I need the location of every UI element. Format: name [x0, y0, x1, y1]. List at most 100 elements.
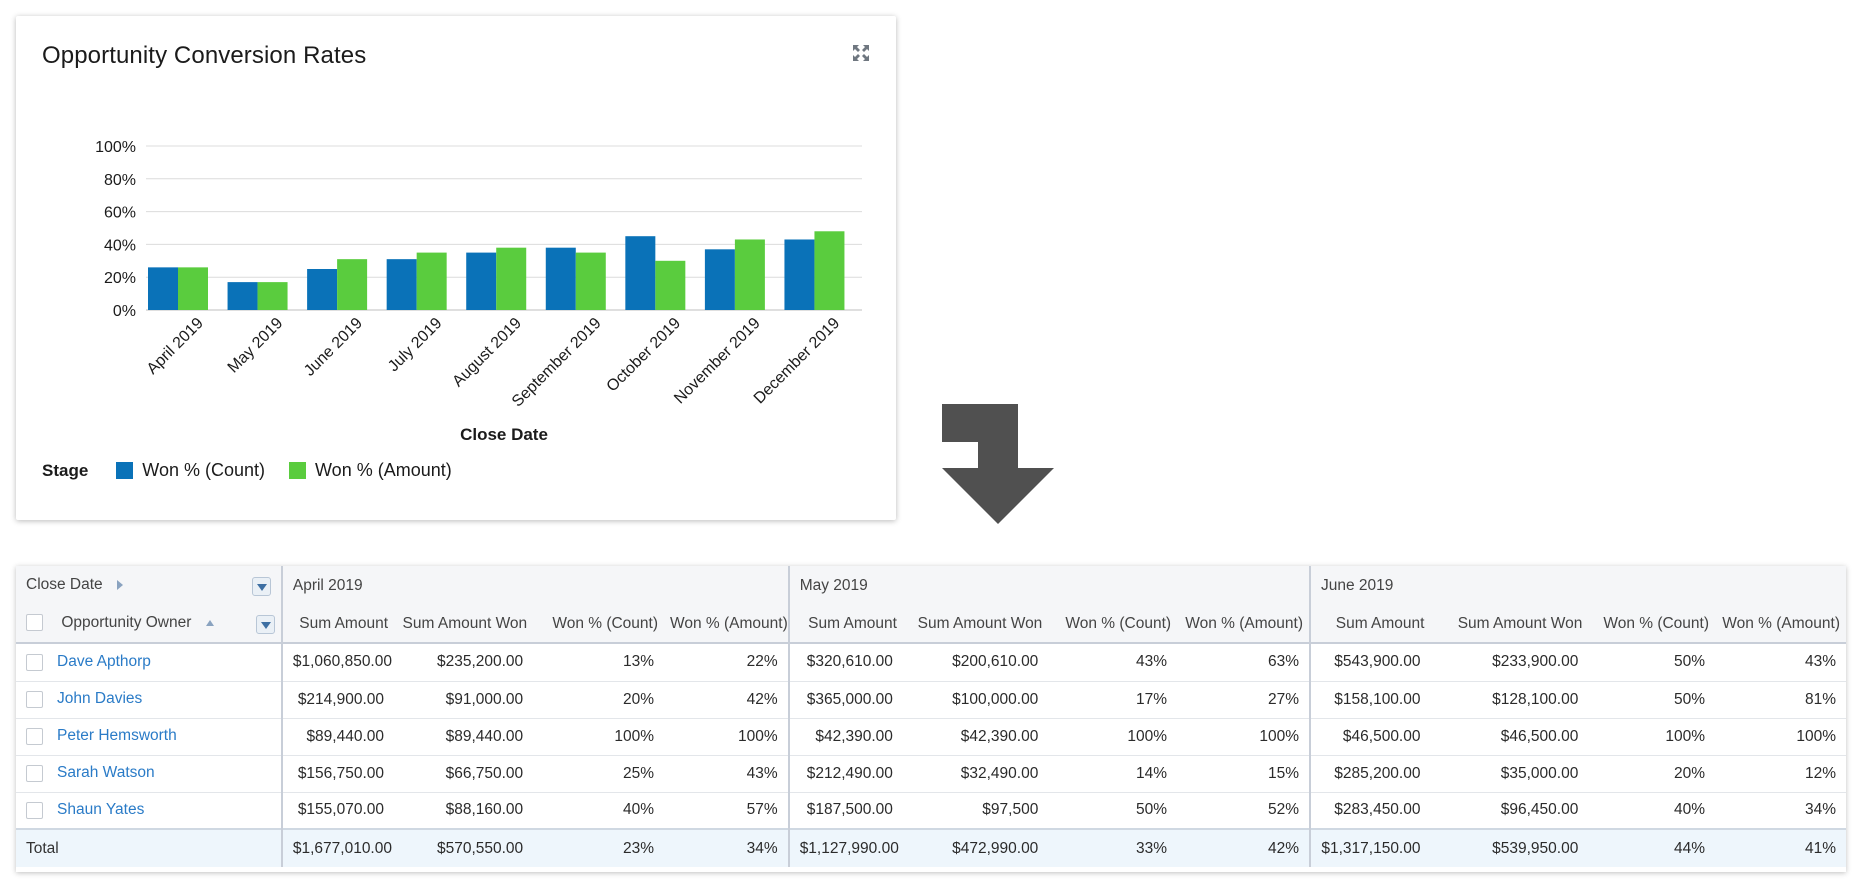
table-cell: 100% [1177, 718, 1311, 756]
measure-header[interactable]: Won % (Count) [533, 605, 665, 644]
expand-right-icon[interactable] [117, 579, 123, 590]
bar[interactable] [625, 236, 656, 310]
y-tick-label: 100% [95, 139, 136, 156]
month-header-may: May 2019 [787, 566, 1311, 605]
table-cell: $96,450.00 [1430, 792, 1589, 830]
table-cell: 34% [1715, 792, 1846, 830]
table-cell: $187,500.00 [787, 792, 903, 830]
total-cell: 42% [1177, 828, 1311, 867]
measure-header[interactable]: Won % (Count) [1048, 605, 1178, 644]
table-cell: $158,100.00 [1309, 681, 1431, 719]
y-tick-label: 20% [104, 270, 136, 287]
table-cell: $46,500.00 [1430, 718, 1589, 756]
bar[interactable] [337, 259, 368, 310]
owner-link[interactable]: Shaun Yates [57, 801, 145, 819]
table-cell: 63% [1177, 643, 1311, 682]
owner-link[interactable]: Sarah Watson [57, 764, 155, 782]
y-tick-label: 60% [104, 205, 136, 222]
table-cell: 100% [1048, 718, 1178, 756]
owner-filter-dropdown-icon[interactable] [255, 614, 275, 634]
measure-header[interactable]: Won % (Amount) [1715, 605, 1846, 644]
table-cell: 20% [533, 681, 665, 719]
month-header-june: June 2019 [1309, 566, 1846, 605]
x-tick-label: August 2019 [449, 315, 525, 391]
total-row: Total $1,677,010.00 $570,550.00 23% 34% $1,1… [16, 828, 1846, 867]
table-cell: 15% [1177, 755, 1311, 793]
close-date-header[interactable]: Close Date [16, 566, 283, 605]
table-cell: 12% [1715, 755, 1846, 793]
owner-link[interactable]: Dave Apthorp [57, 653, 151, 671]
owner-header-label: Opportunity Owner [61, 613, 192, 631]
table-cell: 50% [1588, 681, 1716, 719]
legend-item-won-count[interactable]: Won % (Count) [116, 460, 265, 481]
measure-header[interactable]: Won % (Amount) [664, 605, 789, 644]
bar[interactable] [148, 267, 178, 310]
bar[interactable] [496, 247, 527, 310]
table-cell: $155,070.00 [281, 792, 395, 830]
table-cell: $212,490.00 [787, 755, 903, 793]
table-cell: $235,200.00 [394, 643, 534, 682]
owner-link[interactable]: John Davies [57, 690, 143, 708]
measure-header[interactable]: Sum Amount [1309, 605, 1431, 644]
table-cell: 100% [1588, 718, 1716, 756]
bar[interactable] [386, 259, 417, 310]
measure-header[interactable]: Won % (Amount) [1177, 605, 1311, 644]
table-cell: 43% [1715, 643, 1846, 682]
bar[interactable] [655, 260, 686, 310]
legend-swatch-won-amount [289, 462, 307, 479]
table-cell: 14% [1048, 755, 1178, 793]
legend-label-won-count: Won % (Count) [142, 460, 266, 480]
row-checkbox[interactable] [26, 727, 43, 745]
row-checkbox[interactable] [26, 801, 43, 819]
owner-cell: Peter Hemsworth [16, 718, 283, 756]
table-cell: 43% [1048, 643, 1178, 682]
owner-cell: Sarah Watson [16, 755, 283, 793]
total-label: Total [16, 828, 283, 867]
table-cell: 52% [1177, 792, 1311, 830]
table-row: Shaun Yates $155,070.00 $88,160.00 40% 57% $1… [16, 792, 1846, 830]
y-tick-label: 0% [113, 303, 136, 320]
measure-header[interactable]: Sum Amount Won [394, 605, 534, 644]
measure-header[interactable]: Sum Amount [280, 605, 395, 644]
table-cell: 50% [1588, 643, 1716, 682]
row-checkbox[interactable] [26, 764, 43, 782]
pivot-table: Close Date April 2019 May 2019 June 2019… [16, 566, 1846, 872]
measure-header[interactable]: Won % (Count) [1588, 605, 1716, 644]
measure-header[interactable]: Sum Amount [787, 605, 903, 644]
row-checkbox[interactable] [26, 690, 43, 708]
owner-cell: Dave Apthorp [16, 643, 283, 682]
x-tick-label: July 2019 [385, 315, 446, 376]
total-cell: 34% [664, 828, 789, 867]
bar[interactable] [307, 269, 338, 310]
bar[interactable] [784, 239, 815, 310]
close-date-filter-dropdown-icon[interactable] [251, 576, 271, 596]
x-tick-label: November 2019 [671, 315, 764, 408]
bar[interactable] [575, 252, 606, 310]
bar[interactable] [466, 252, 497, 310]
legend-item-won-amount[interactable]: Won % (Amount) [289, 460, 452, 481]
table-cell: $97,500 [902, 792, 1049, 830]
owner-link[interactable]: Peter Hemsworth [57, 727, 177, 745]
table-cell: $156,750.00 [281, 755, 395, 793]
measure-header[interactable]: Sum Amount Won [902, 605, 1049, 644]
table-cell: 42% [664, 681, 789, 719]
table-cell: 40% [533, 792, 665, 830]
bar[interactable] [257, 282, 288, 310]
bar[interactable] [734, 239, 765, 310]
table-row: Sarah Watson $156,750.00 $66,750.00 25% 43% $… [16, 755, 1846, 793]
bar[interactable] [704, 249, 735, 310]
table-cell: 81% [1715, 681, 1846, 719]
owner-header[interactable]: Opportunity Owner [16, 605, 283, 644]
row-checkbox[interactable] [26, 653, 43, 671]
bar[interactable] [178, 267, 208, 310]
bar[interactable] [545, 247, 576, 310]
table-cell: $233,900.00 [1430, 643, 1589, 682]
select-all-checkbox[interactable] [26, 614, 43, 631]
table-cell: $320,610.00 [787, 643, 903, 682]
bar[interactable] [227, 282, 258, 310]
sort-ascending-icon[interactable] [205, 619, 214, 626]
measure-header[interactable]: Sum Amount Won [1430, 605, 1589, 644]
bar[interactable] [416, 252, 447, 310]
bar[interactable] [814, 231, 845, 310]
expand-icon[interactable] [852, 44, 870, 62]
